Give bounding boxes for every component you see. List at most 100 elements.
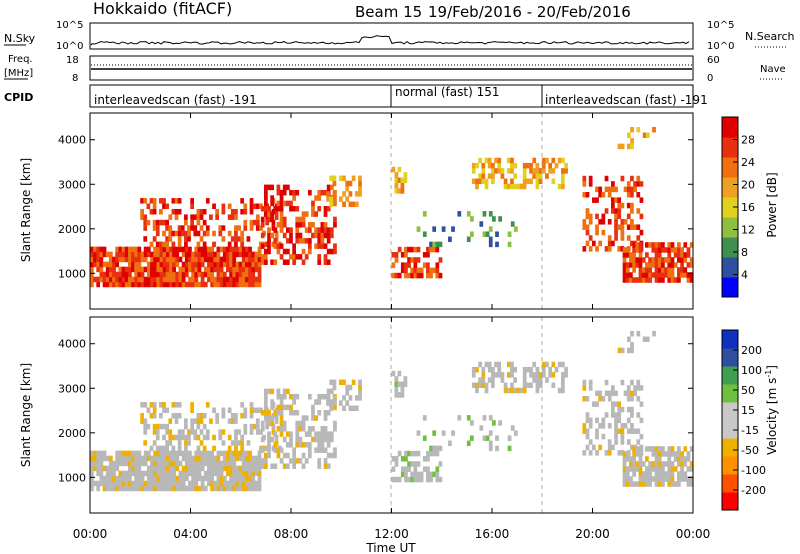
power-cell bbox=[153, 271, 158, 278]
power-cell bbox=[177, 208, 182, 215]
velocity-cell bbox=[677, 456, 681, 462]
power-cell bbox=[625, 262, 630, 268]
power-cell bbox=[152, 219, 157, 226]
power-cell bbox=[249, 203, 254, 210]
velocity-cell bbox=[298, 426, 303, 432]
power-cell bbox=[143, 281, 148, 288]
power-cell bbox=[131, 261, 135, 268]
power-cell bbox=[276, 248, 281, 255]
power-cell bbox=[200, 251, 205, 258]
velocity-cell bbox=[519, 387, 524, 394]
velocity-cell bbox=[196, 412, 201, 419]
power-cell bbox=[626, 235, 631, 241]
power-cell bbox=[212, 241, 216, 248]
velocity-cell bbox=[620, 450, 625, 456]
velocity-cell bbox=[632, 471, 636, 477]
velocity-cell bbox=[400, 386, 405, 393]
velocity-cell bbox=[629, 476, 633, 482]
power-cell bbox=[191, 271, 195, 278]
power-cell bbox=[263, 200, 268, 207]
velocity-cell bbox=[115, 465, 120, 472]
velocity-cell bbox=[276, 452, 281, 459]
power-cell bbox=[429, 272, 433, 279]
velocity-cell bbox=[240, 445, 245, 452]
power-cell bbox=[153, 281, 158, 288]
power-cell bbox=[245, 256, 249, 263]
power-cell bbox=[394, 182, 399, 189]
velocity-cell bbox=[251, 465, 256, 472]
velocity-cell bbox=[279, 426, 284, 432]
velocity-data-cells bbox=[90, 330, 694, 492]
power-cell bbox=[529, 178, 533, 185]
power-cell bbox=[267, 206, 271, 212]
velocity-cell bbox=[162, 480, 167, 487]
colorbar-tick-label: 24 bbox=[741, 156, 755, 169]
power-cell bbox=[510, 183, 514, 190]
nave-tick-top: 60 bbox=[707, 55, 720, 66]
velocity-cell bbox=[554, 366, 559, 373]
velocity-cell bbox=[397, 381, 402, 387]
power-cell bbox=[230, 214, 235, 220]
power-cell bbox=[686, 247, 691, 253]
power-cell bbox=[507, 241, 512, 248]
power-cell bbox=[243, 208, 248, 215]
power-cell bbox=[632, 277, 636, 283]
velocity-cell bbox=[667, 471, 672, 477]
power-cell bbox=[301, 248, 306, 255]
velocity-cell bbox=[326, 463, 331, 469]
power-cell bbox=[326, 184, 331, 191]
power-cell bbox=[251, 271, 256, 278]
power-cell bbox=[622, 272, 627, 278]
power-cell bbox=[146, 271, 151, 278]
velocity-cell bbox=[651, 461, 656, 467]
power-cell bbox=[105, 266, 110, 273]
velocity-cell bbox=[235, 470, 240, 477]
velocity-cell bbox=[629, 461, 633, 467]
velocity-cell bbox=[205, 429, 210, 435]
velocity-cell bbox=[276, 447, 281, 453]
velocity-cell bbox=[466, 440, 471, 447]
colorbar-frame bbox=[721, 329, 739, 511]
velocity-cell bbox=[683, 476, 688, 482]
velocity-cell bbox=[645, 466, 649, 472]
power-cell bbox=[193, 225, 198, 231]
power-cell bbox=[625, 272, 630, 278]
velocity-cell bbox=[595, 417, 599, 424]
power-cell bbox=[654, 267, 659, 273]
velocity-cell bbox=[301, 420, 306, 427]
velocity-cell bbox=[263, 393, 268, 400]
velocity-cell bbox=[274, 418, 279, 424]
power-cell bbox=[213, 276, 218, 283]
power-cell bbox=[416, 267, 421, 274]
velocity-cell bbox=[627, 347, 631, 354]
velocity-cell bbox=[529, 366, 533, 373]
power-cell bbox=[535, 183, 540, 190]
power-cell bbox=[152, 208, 157, 215]
velocity-cell bbox=[289, 436, 293, 443]
power-cell bbox=[632, 242, 636, 248]
velocity-cell bbox=[207, 450, 211, 457]
velocity-cell bbox=[490, 372, 495, 378]
power-cell bbox=[187, 236, 191, 242]
velocity-cell bbox=[654, 461, 659, 467]
velocity-cell bbox=[348, 384, 353, 391]
velocity-cell bbox=[153, 485, 158, 492]
power-cell bbox=[202, 241, 207, 248]
velocity-cell bbox=[115, 475, 120, 482]
velocity-cell bbox=[260, 436, 265, 443]
power-cell bbox=[274, 214, 279, 220]
velocity-cell bbox=[241, 470, 246, 477]
velocity-cell bbox=[169, 475, 173, 482]
power-cell bbox=[267, 243, 271, 249]
power-cell bbox=[329, 232, 334, 239]
velocity-cell bbox=[181, 455, 186, 462]
velocity-cell bbox=[323, 426, 328, 432]
colorbar-swatch bbox=[722, 137, 738, 158]
power-cell bbox=[588, 219, 593, 225]
power-cell bbox=[657, 277, 662, 283]
power-cell bbox=[240, 230, 245, 237]
power-cell bbox=[557, 157, 562, 164]
velocity-cell bbox=[490, 377, 495, 383]
